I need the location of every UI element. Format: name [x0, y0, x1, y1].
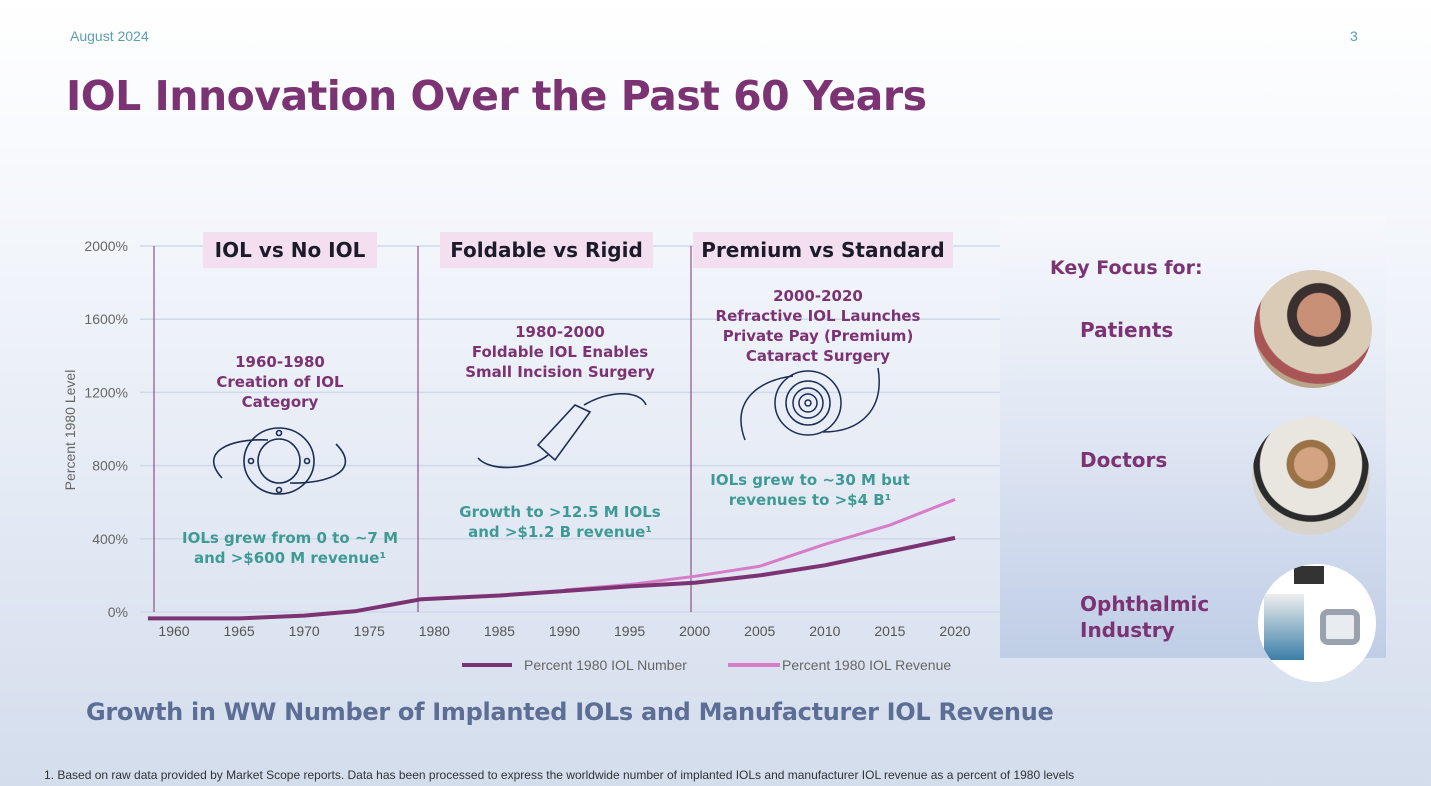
chart-subtitle: Growth in WW Number of Implanted IOLs an… [86, 698, 1054, 726]
footnote: 1. Based on raw data provided by Market … [44, 768, 1075, 782]
growth-line: and >$1.2 B revenue¹ [468, 523, 652, 541]
x-tick-label: 2020 [939, 623, 970, 639]
era-desc-line: Foldable IOL Enables [471, 343, 649, 361]
key-focus-heading: Key Focus for: [1050, 257, 1203, 279]
y-tick-label: 0% [108, 604, 128, 620]
era-description-1: 1960-1980 Creation of IOL Category [180, 352, 380, 412]
x-tick-label: 1975 [354, 623, 385, 639]
page-title: IOL Innovation Over the Past 60 Years [66, 72, 927, 120]
x-tick-label: 2015 [874, 623, 905, 639]
x-tick-label: 1985 [484, 623, 515, 639]
chart-legend: Percent 1980 IOL Number Percent 1980 IOL… [462, 657, 951, 673]
x-tick-label: 1965 [224, 623, 255, 639]
focus-industry-line: Ophthalmic [1080, 592, 1210, 616]
focus-industry-line: Industry [1080, 618, 1175, 642]
era-period: 1960-1980 [235, 353, 325, 371]
y-tick-label: 1600% [84, 311, 128, 327]
y-tick-label: 2000% [84, 238, 128, 254]
focus-industry: Ophthalmic Industry [1080, 591, 1209, 643]
ophthalmic-equipment-photo [1258, 564, 1376, 682]
x-tick-label: 1960 [158, 623, 189, 639]
patient-photo [1254, 270, 1372, 388]
x-tick-label: 1990 [549, 623, 580, 639]
y-tick-label: 400% [92, 531, 128, 547]
era-desc-line: Refractive IOL Launches [715, 307, 921, 325]
foldable-iol-icon [477, 393, 647, 469]
era-growth-2: Growth to >12.5 M IOLs and >$1.2 B reven… [440, 502, 680, 542]
y-tick-label: 1200% [84, 384, 128, 400]
x-tick-label: 1980 [419, 623, 450, 639]
era-period: 1980-2000 [515, 323, 605, 341]
era-label-2: Foldable vs Rigid [440, 232, 653, 268]
era-label-3: Premium vs Standard [693, 232, 953, 268]
era-label-1: IOL vs No IOL [203, 232, 377, 268]
x-tick-label: 1970 [289, 623, 320, 639]
page-number: 3 [1350, 28, 1358, 44]
focus-doctors: Doctors [1080, 448, 1168, 472]
era-desc-line: Creation of IOL [216, 373, 344, 391]
era-description-3: 2000-2020 Refractive IOL Launches Privat… [700, 286, 936, 366]
growth-line: revenues to >$4 B¹ [728, 491, 892, 509]
growth-line: IOLs grew from 0 to ~7 M [181, 529, 399, 547]
date-label: August 2024 [70, 28, 149, 44]
legend-label-revenue: Percent 1980 IOL Revenue [782, 657, 951, 673]
y-axis-label: Percent 1980 Level [62, 370, 78, 491]
era-desc-line: Cataract Surgery [745, 347, 891, 365]
x-tick-label: 2000 [679, 623, 710, 639]
y-tick-label: 800% [92, 458, 128, 474]
era-desc-line: Private Pay (Premium) [722, 327, 914, 345]
era-desc-line: Small Incision Surgery [465, 363, 655, 381]
era-growth-1: IOLs grew from 0 to ~7 M and >$600 M rev… [160, 528, 420, 568]
era-period: 2000-2020 [773, 287, 863, 305]
iol-lens-icon [213, 427, 347, 495]
growth-line: and >$600 M revenue¹ [193, 549, 387, 567]
growth-line: Growth to >12.5 M IOLs [459, 503, 661, 521]
era-growth-3: IOLs grew to ~30 M but revenues to >$4 B… [690, 470, 930, 510]
multifocal-iol-icon [740, 367, 880, 441]
era-description-2: 1980-2000 Foldable IOL Enables Small Inc… [440, 322, 680, 382]
x-tick-label: 2010 [809, 623, 840, 639]
doctor-photo [1252, 417, 1370, 535]
focus-patients: Patients [1080, 318, 1174, 342]
era-desc-line: Category [241, 393, 319, 411]
x-tick-label: 2005 [744, 623, 775, 639]
x-tick-label: 1995 [614, 623, 645, 639]
legend-label-number: Percent 1980 IOL Number [524, 657, 687, 673]
growth-line: IOLs grew to ~30 M but [710, 471, 910, 489]
